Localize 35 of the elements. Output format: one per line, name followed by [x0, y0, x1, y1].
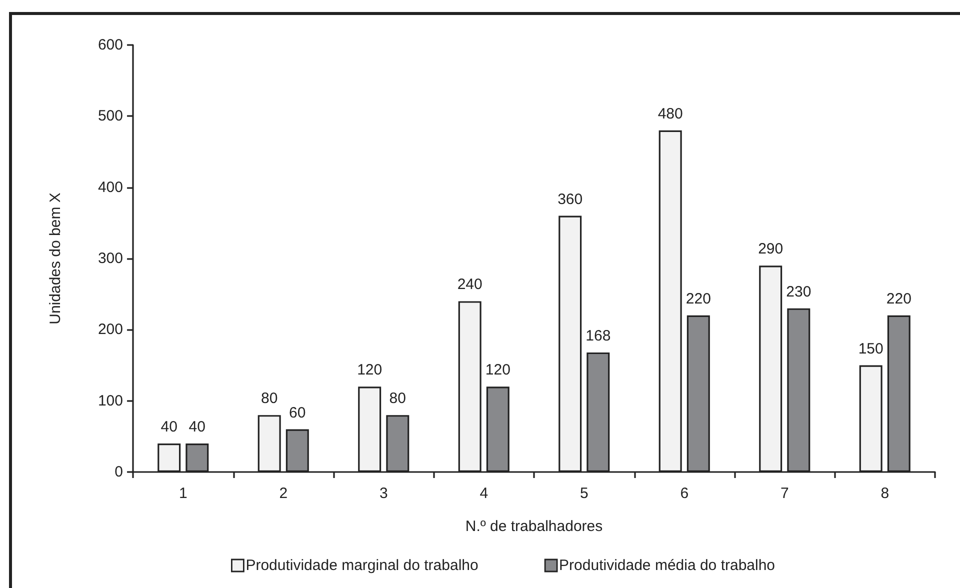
data-label: 40 [160, 418, 178, 436]
x-tick-label: 6 [680, 485, 689, 502]
y-tick-label: 100 [98, 392, 123, 410]
data-label: 290 [758, 240, 784, 258]
legend-label: Produtividade marginal do trabalho [246, 557, 478, 574]
x-tick-label: 7 [780, 485, 789, 502]
data-label: 220 [886, 290, 912, 308]
y-tick-label: 0 [114, 464, 123, 480]
data-label: 120 [357, 362, 382, 379]
x-axis-title: N.º de trabalhadores [465, 518, 603, 535]
data-label: 60 [289, 404, 306, 422]
y-axis-title: Unidades do bem X [47, 192, 64, 324]
x-tick-label: 5 [580, 485, 588, 502]
data-label: 220 [686, 290, 711, 308]
data-label: 230 [786, 283, 812, 300]
x-tick-label: 2 [279, 485, 288, 502]
y-tick-label: 400 [98, 178, 123, 196]
legend-label: Produtividade média do trabalho [559, 557, 776, 574]
data-label: 120 [485, 362, 510, 379]
y-tick-label: 600 [98, 36, 123, 54]
data-label: 360 [558, 190, 583, 208]
x-tick-label: 8 [880, 485, 890, 502]
data-label: 480 [658, 105, 683, 122]
data-label: 80 [261, 390, 278, 408]
x-tick-label: 3 [379, 485, 388, 502]
data-label: 150 [858, 340, 884, 358]
y-tick-label: 300 [98, 250, 123, 267]
x-tick-label: 1 [178, 485, 188, 502]
y-tick-label: 200 [98, 321, 123, 338]
data-label: 168 [586, 327, 611, 344]
data-label: 80 [389, 390, 406, 408]
x-tick-label: 4 [480, 485, 488, 502]
data-label: 240 [457, 276, 482, 294]
data-label: 40 [188, 418, 206, 436]
y-tick-label: 500 [98, 108, 123, 125]
